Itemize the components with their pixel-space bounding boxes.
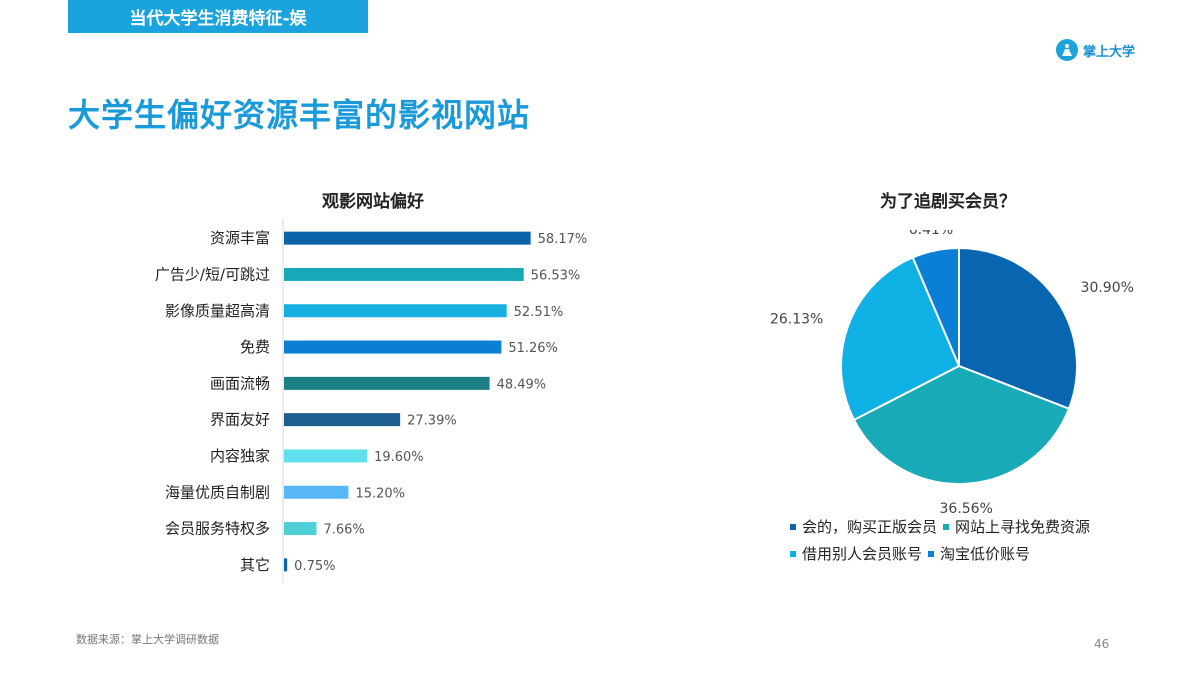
category-label: 画面流畅 bbox=[210, 374, 270, 392]
pie-slice bbox=[958, 246, 1078, 411]
bar-value-label: 52.51% bbox=[514, 305, 564, 320]
legend-label: 会的，购买正版会员 bbox=[802, 518, 938, 536]
bar bbox=[284, 485, 349, 499]
category-label: 影像质量超高清 bbox=[165, 302, 270, 320]
legend-swatch bbox=[928, 550, 935, 557]
bar-chart-title: 观影网站偏好 bbox=[322, 192, 424, 212]
bar-value-label: 7.66% bbox=[323, 523, 364, 538]
legend-entry: 淘宝低价账号 bbox=[928, 543, 1030, 564]
category-label: 其它 bbox=[240, 556, 270, 574]
bar-plot-area: 资源丰富 58.17% 广告少/短/可跳过 56.53% 影像质量超高清 52.51% 免费… bbox=[155, 218, 587, 583]
legend-swatch bbox=[943, 523, 950, 530]
bar-value-label: 0.75% bbox=[294, 559, 335, 574]
bar-value-label: 19.60% bbox=[374, 450, 424, 465]
bar-value-label: 56.53% bbox=[531, 268, 581, 283]
data-source-note: 数据来源：掌上大学调研数据 bbox=[76, 633, 219, 646]
bar bbox=[284, 376, 490, 390]
bar-chart: 资源丰富 58.17% 广告少/短/可跳过 56.53% 影像质量超高清 52.51% 免费… bbox=[155, 218, 587, 583]
bar bbox=[284, 340, 502, 354]
page-number: 46 bbox=[1094, 637, 1110, 651]
logo-text: 掌上大学 bbox=[1083, 44, 1136, 60]
pie-chart-title: 为了追剧买会员？ bbox=[880, 192, 1016, 212]
bar bbox=[284, 522, 317, 536]
bar bbox=[284, 413, 401, 427]
logo-icon bbox=[1056, 39, 1078, 61]
category-label: 会员服务特权多 bbox=[165, 520, 270, 538]
legend-swatch bbox=[790, 550, 796, 557]
bar-value-label: 51.26% bbox=[508, 341, 558, 356]
bar bbox=[284, 449, 368, 463]
brand-logo: 掌上大学 bbox=[1056, 37, 1135, 63]
legend-label: 网站上寻找免费资源 bbox=[955, 518, 1091, 536]
legend-entry: 借用别人会员账号 bbox=[790, 543, 922, 564]
bar bbox=[284, 304, 507, 318]
bar-value-label: 48.49% bbox=[497, 377, 547, 392]
legend-label: 淘宝低价账号 bbox=[940, 545, 1031, 563]
category-label: 资源丰富 bbox=[210, 229, 270, 247]
pie-slice bbox=[911, 246, 960, 367]
pie-value-label: 30.90% bbox=[1081, 280, 1134, 296]
category-label: 广告少/短/可跳过 bbox=[155, 265, 270, 283]
category-label: 免费 bbox=[240, 338, 270, 356]
bar bbox=[284, 267, 524, 281]
legend-entry: 会的，购买正版会员 bbox=[790, 516, 937, 537]
category-label: 内容独家 bbox=[210, 447, 270, 465]
pie-value-label: 36.56% bbox=[940, 501, 993, 515]
legend-entry: 网站上寻找免费资源 bbox=[943, 516, 1090, 537]
legend-swatch bbox=[790, 523, 796, 530]
category-label: 界面友好 bbox=[210, 411, 270, 429]
bar bbox=[284, 231, 531, 245]
bar-value-label: 27.39% bbox=[407, 414, 457, 429]
category-label: 海量优质自制剧 bbox=[165, 483, 270, 501]
pie-slice bbox=[852, 364, 1071, 485]
section-tag: 当代大学生消费特征-娱 bbox=[68, 0, 368, 33]
page-title: 大学生偏好资源丰富的影视网站 bbox=[68, 96, 531, 134]
bar-value-label: 15.20% bbox=[355, 486, 405, 501]
pie-legend: 会的，购买正版会员 网站上寻找免费资源借用别人会员账号 淘宝低价账号 bbox=[790, 516, 1160, 564]
bar-value-label: 58.17% bbox=[538, 232, 588, 247]
bar bbox=[284, 558, 288, 572]
pie-value-label: 26.13% bbox=[770, 311, 823, 327]
pie-value-label: 6.41% bbox=[909, 230, 953, 238]
pie-chart: 30.90% 36.56% 26.13% 6.41% bbox=[770, 230, 1134, 515]
legend-label: 借用别人会员账号 bbox=[802, 545, 923, 563]
